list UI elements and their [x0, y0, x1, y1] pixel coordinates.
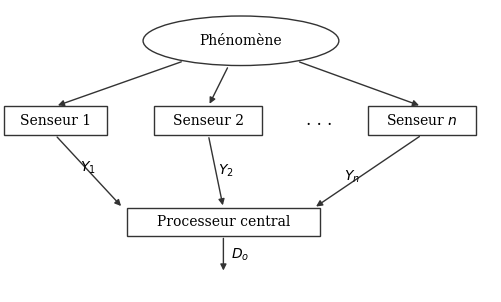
Text: Senseur 2: Senseur 2 — [172, 114, 243, 128]
Text: $D_o$: $D_o$ — [230, 247, 248, 263]
Text: Phénomène: Phénomène — [199, 34, 282, 48]
Text: $Y_n$: $Y_n$ — [343, 169, 359, 185]
Text: $Y_1$: $Y_1$ — [80, 159, 96, 176]
FancyBboxPatch shape — [4, 107, 107, 135]
Text: $Y_2$: $Y_2$ — [218, 162, 233, 179]
FancyBboxPatch shape — [367, 107, 474, 135]
FancyBboxPatch shape — [154, 107, 262, 135]
Text: Senseur $n$: Senseur $n$ — [385, 113, 457, 128]
Text: Processeur central: Processeur central — [156, 215, 290, 229]
Text: . . .: . . . — [305, 112, 331, 129]
FancyBboxPatch shape — [126, 208, 320, 236]
Text: Senseur 1: Senseur 1 — [20, 114, 91, 128]
